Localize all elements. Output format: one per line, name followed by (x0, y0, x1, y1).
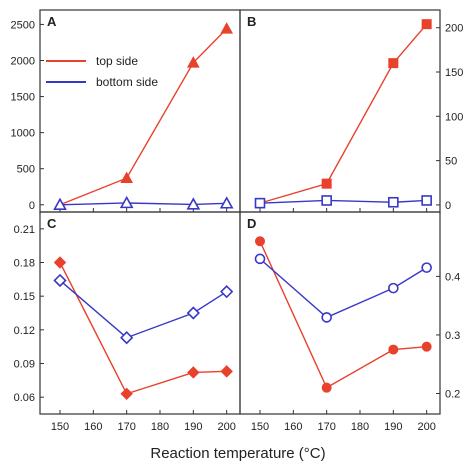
legend-label-bottom: bottom side (96, 75, 158, 89)
data-point-bottom-side (254, 253, 266, 265)
data-point-top-side (220, 22, 234, 34)
series-line-top-side (59, 262, 227, 395)
data-point-bottom-side (321, 195, 332, 206)
panel-d: D 0.2 0.3 0.4 150 160 170 180 190 200 (239, 211, 460, 433)
panel-frame (239, 9, 441, 213)
series-line-bottom-side (259, 258, 428, 319)
y-tick-label: 150 (445, 67, 463, 79)
data-point-bottom-side (220, 285, 234, 299)
series-line-top-side (59, 28, 228, 206)
y-tick-label: 2500 (11, 19, 35, 31)
series-line-bottom-side (59, 202, 227, 206)
data-point-top-side (388, 58, 399, 69)
y-tick-label: 0.4 (445, 271, 460, 283)
data-point-top-side (321, 178, 332, 189)
data-point-top-side (53, 256, 67, 269)
data-point-bottom-side (219, 196, 234, 209)
data-point-bottom-side (53, 273, 67, 288)
y-tick-label: 50 (445, 156, 457, 168)
data-point-top-side (255, 236, 265, 247)
data-point-bottom-side (186, 306, 200, 320)
data-point-bottom-side (421, 262, 432, 273)
x-tick-label: 200 (217, 421, 235, 433)
y-tick-label: 1000 (11, 128, 35, 140)
panel-frame (39, 9, 241, 213)
y-tick-label: 2000 (11, 56, 35, 68)
data-point-bottom-side (421, 195, 432, 206)
y-tick-label: 0.12 (14, 325, 35, 337)
legend: top side bottom side (46, 54, 158, 89)
y-tick-label: 0 (29, 200, 35, 212)
x-tick-label: 170 (117, 421, 135, 433)
series-line-top-side (259, 23, 428, 204)
y-tick-label: 1500 (11, 92, 35, 104)
data-point-top-side (187, 366, 200, 379)
y-tick-label: 0.09 (14, 359, 35, 371)
panel-c: C 0.06 0.09 0.12 0.15 0.18 0.21 150 160 170 180 190… (14, 211, 241, 433)
data-point-bottom-side (186, 197, 201, 210)
data-point-top-side (220, 365, 233, 378)
data-point-top-side (120, 171, 134, 183)
data-point-top-side (388, 344, 399, 355)
y-tick-label: 500 (17, 164, 35, 176)
x-axis-title: Reaction temperature (°C) (150, 445, 325, 462)
y-tick-label: 0.3 (445, 330, 460, 342)
y-tick-label: 0.18 (14, 258, 35, 270)
panel-b: B 0 50 100 150 200 (239, 9, 463, 213)
data-point-bottom-side (53, 197, 67, 210)
y-tick-label: 100 (445, 111, 463, 123)
y-tick-label: 200 (445, 23, 463, 35)
series-line-bottom-side (259, 199, 427, 204)
series-line-top-side (259, 240, 427, 389)
y-tick-label: 0 (445, 200, 451, 212)
panel-a: A 0 500 1000 1500 2000 2500 (11, 9, 241, 213)
data-point-top-side (321, 382, 332, 393)
legend-label-top: top side (96, 54, 138, 68)
y-tick-label: 0.06 (14, 392, 35, 404)
x-tick-label: 150 (51, 421, 69, 433)
data-point-bottom-side (254, 197, 266, 209)
data-point-top-side (186, 56, 200, 68)
data-point-bottom-side (388, 196, 399, 208)
x-tick-label: 190 (184, 421, 202, 433)
x-tick-label: 150 (251, 421, 269, 433)
panel-frame (239, 211, 441, 415)
x-tick-label: 180 (151, 421, 169, 433)
x-tick-label: 160 (84, 421, 102, 433)
x-tick-label: 180 (351, 421, 369, 433)
panel-letter: D (247, 216, 256, 231)
data-point-bottom-side (119, 195, 134, 209)
panel-letter: A (47, 14, 57, 29)
x-tick-label: 190 (384, 421, 402, 433)
data-point-top-side (120, 387, 133, 401)
data-point-bottom-side (321, 312, 332, 323)
x-tick-label: 160 (284, 421, 302, 433)
panel-frame (39, 211, 241, 415)
data-point-top-side (421, 341, 432, 352)
x-tick-label: 170 (317, 421, 335, 433)
y-tick-label: 0.2 (445, 389, 460, 401)
panel-letter: C (47, 216, 57, 231)
x-tick-label: 200 (417, 421, 435, 433)
data-point-bottom-side (120, 331, 134, 345)
y-tick-label: 0.21 (14, 224, 35, 236)
data-point-bottom-side (388, 282, 399, 294)
panel-letter: B (247, 14, 256, 29)
panels: A 0 500 1000 1500 2000 2500 B 0 50 100 150 200 C 0.06 0… (11, 9, 463, 433)
y-tick-label: 0.15 (14, 291, 35, 303)
data-point-top-side (421, 19, 432, 30)
series-line-bottom-side (59, 279, 228, 339)
